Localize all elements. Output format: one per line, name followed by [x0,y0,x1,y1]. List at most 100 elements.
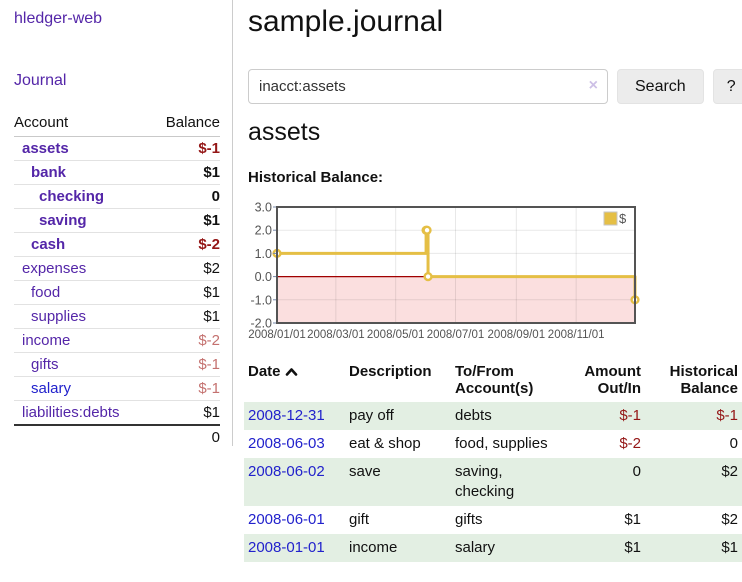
account-balance: 0 [211,188,220,205]
x-axis-tick-label: 2008/01/01 [248,329,306,341]
transaction-balance: 0 [729,435,738,452]
page-title: sample.journal [248,5,444,38]
sidebar-account-link[interactable]: income [22,332,71,349]
account-row: income $-2 [14,329,220,353]
transaction-amount: $-2 [619,435,641,452]
register-row: 2008-01-01 income salary $1 $1 [244,534,742,562]
sidebar-account-link[interactable]: checking [39,188,105,205]
transaction-date-link[interactable]: 2008-06-02 [248,463,325,480]
register-table: Date Description To/From Account(s) Amou… [244,360,742,562]
sidebar-item-journal[interactable]: Journal [14,72,67,89]
x-axis-tick-label: 2008/09/01 [488,329,546,341]
account-row: food $1 [14,281,220,305]
account-row: bank $1 [14,161,220,185]
account-balance: $1 [203,284,220,301]
register-row: 2008-06-01 gift gifts $1 $2 [244,506,742,534]
register-row: 2008-06-03 eat & shop food, supplies $-2 0 [244,430,742,458]
transaction-amount: $1 [624,511,641,528]
account-column-header: Account [14,114,69,131]
y-axis-tick-label: 3.0 [255,201,272,215]
account-balance: $-1 [198,140,220,157]
transaction-date-cell: 2008-06-03 [244,430,345,458]
account-balance: $-1 [198,380,220,397]
y-axis-tick-label: 2.0 [255,224,272,238]
transaction-description: gift [349,511,370,528]
account-row: expenses $2 [14,257,220,281]
tofrom-column-header: To/From Account(s) [455,363,534,397]
search-input[interactable] [248,69,608,104]
transaction-date-cell: 2008-01-01 [244,534,345,562]
app-title-link[interactable]: hledger-web [14,10,103,27]
amount-column-header: Amount Out/In [584,363,641,397]
sidebar-account-link[interactable]: cash [31,236,66,253]
transaction-description: pay off [345,402,451,430]
transaction-date-cell: 2008-06-02 [244,458,345,506]
account-balance: $2 [203,260,220,277]
transaction-description: income [345,534,451,562]
y-axis-tick-label: -1.0 [250,293,272,307]
balance-column-header-main: Historical Balance [669,363,738,397]
sidebar: hledger-web Journal Account Balance asse… [0,0,233,446]
account-row: saving $1 [14,209,220,233]
account-tree-total: 0 [14,424,220,449]
sidebar-account-link[interactable]: liabilities:debts [22,404,120,421]
transaction-accounts: saving, checking [451,458,559,506]
sidebar-account-link[interactable]: bank [31,164,67,181]
transaction-date-link[interactable]: 2008-06-03 [248,435,325,452]
transaction-date-link[interactable]: 2008-12-31 [248,407,325,424]
transaction-balance: $-1 [645,402,742,430]
date-column-header[interactable]: Date [244,360,345,402]
transaction-date-cell: 2008-06-01 [244,506,345,534]
transaction-date-link[interactable]: 2008-01-01 [248,539,325,556]
x-axis-tick-label: 2008/07/01 [427,329,485,341]
transaction-amount: 0 [559,458,645,506]
sidebar-account-link[interactable]: salary [31,380,72,397]
account-balance: $1 [203,404,220,421]
transaction-accounts: salary [451,534,559,562]
sort-ascending-icon [285,364,298,381]
legend-label: $ [619,211,627,226]
sidebar-account-link[interactable]: food [31,284,61,301]
sidebar-account-link[interactable]: gifts [31,356,59,373]
sidebar-account-link[interactable]: saving [39,212,87,229]
transaction-amount: $1 [559,534,645,562]
y-axis-tick-label: 1.0 [255,247,272,261]
register-header-row: Date Description To/From Account(s) Amou… [244,360,742,402]
y-axis-tick-label: 0.0 [255,270,272,284]
transaction-accounts: debts [451,402,559,430]
account-balance: $1 [203,308,220,325]
account-row: salary $-1 [14,377,220,401]
account-row: liabilities:debts $1 [14,401,220,424]
transaction-accounts: food, supplies [455,435,548,452]
account-row: gifts $-1 [14,353,220,377]
sidebar-account-link[interactable]: supplies [31,308,87,325]
account-row: cash $-2 [14,233,220,257]
x-axis-tick-label: 2008/11/01 [548,329,605,341]
transaction-description: save [345,458,451,506]
register-rows: 2008-12-31 pay off debts $-1 $-1 2008-06-03 ea… [244,402,742,562]
account-balance: $1 [203,212,220,229]
account-tree: Account Balance assets $-1 bank $1 checking 0… [14,112,220,449]
search-form: × Search ? [248,69,742,104]
transaction-description: eat & shop [349,435,421,452]
account-tree-header: Account Balance [14,112,220,137]
description-column-header: Description [349,363,432,380]
sidebar-account-link[interactable]: expenses [22,260,87,277]
transaction-balance: $2 [645,458,742,506]
historical-balance-chart: $3.0 2.0 1.0 0.0 -1.0 -2.0 2008/01/01 2008/03/0… [248,200,742,348]
transaction-accounts: gifts [455,511,483,528]
transaction-date-cell: 2008-12-31 [244,402,345,430]
account-balance: $-2 [198,332,220,349]
sidebar-account-link[interactable]: assets [22,140,69,157]
account-row: supplies $1 [14,305,220,329]
transaction-amount: $-1 [559,402,645,430]
register-row: 2008-12-31 pay off debts $-1 $-1 [244,402,742,430]
balance-column-header: Balance [165,114,220,131]
search-button[interactable]: Search [617,69,704,104]
account-row: assets $-1 [14,137,220,161]
transaction-date-link[interactable]: 2008-06-01 [248,511,325,528]
register-row: 2008-06-02 save saving, checking 0 $2 [244,458,742,506]
help-button[interactable]: ? [712,69,742,104]
clear-search-icon[interactable]: × [588,77,598,94]
